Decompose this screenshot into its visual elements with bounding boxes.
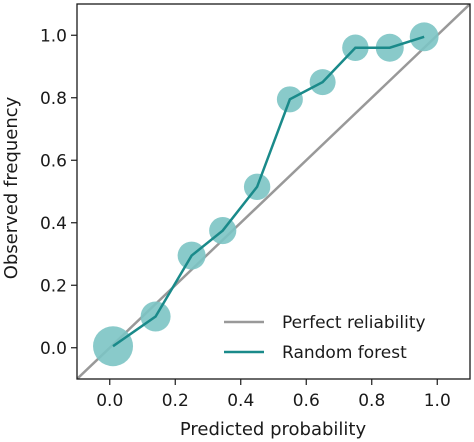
plot-layer <box>77 4 470 379</box>
y-tick-label: 0.8 <box>40 89 67 109</box>
random-forest-line <box>112 35 425 348</box>
y-axis-label: Observed frequency <box>1 96 22 279</box>
legend-label-random-forest: Random forest <box>282 343 407 363</box>
y-tick-label: 0.6 <box>40 151 67 171</box>
y-tick-label: 1.0 <box>40 26 67 46</box>
x-tick-label: 0.4 <box>227 391 254 411</box>
y-tick-label: 0.4 <box>40 214 67 234</box>
axes-frame <box>76 3 471 380</box>
legend: Perfect reliability Random forest <box>224 313 426 363</box>
axes-layer: 0.0 0.2 0.4 0.6 0.8 1.0 0.0 0.2 0.4 0.6 0.8 1.0 <box>40 3 471 411</box>
random-forest-point <box>93 326 134 367</box>
x-tick-label: 0.6 <box>293 391 320 411</box>
plot-area <box>77 4 470 379</box>
x-axis-label: Predicted probability <box>180 419 367 440</box>
x-tick-label: 0.8 <box>358 391 385 411</box>
legend-label-perfect-reliability: Perfect reliability <box>282 313 426 333</box>
x-tick-label: 0.0 <box>96 391 123 411</box>
x-tick-label: 1.0 <box>424 391 451 411</box>
x-tick-label: 0.2 <box>162 391 189 411</box>
y-tick-label: 0.0 <box>40 339 67 359</box>
y-tick-label: 0.2 <box>40 276 67 296</box>
